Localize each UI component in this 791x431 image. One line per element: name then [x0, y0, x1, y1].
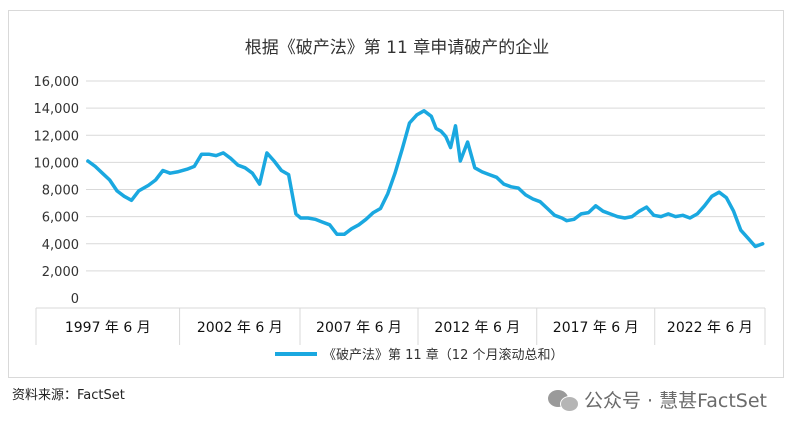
- line-chart: 根据《破产法》第 11 章申请破产的企业 0 2,000 4,000 6,000 8,00…: [34, 38, 766, 363]
- y-tick-label: 12,000: [34, 129, 80, 144]
- y-tick-label: 6,000: [42, 211, 79, 226]
- legend-label: 《破产法》第 11 章（12 个月滚动总和）: [323, 347, 563, 363]
- x-category-label: 2012 年 6 月: [434, 320, 520, 336]
- y-tick-label: 16,000: [34, 75, 80, 90]
- y-tick-label: 4,000: [42, 238, 79, 253]
- y-tick-label: 0: [71, 292, 79, 307]
- wechat-icon: [547, 388, 579, 412]
- watermark: 公众号 · 慧甚FactSet: [547, 386, 767, 413]
- x-category-label: 1997 年 6 月: [65, 320, 151, 336]
- chart-frame: 根据《破产法》第 11 章申请破产的企业 0 2,000 4,000 6,000 8,00…: [8, 10, 784, 378]
- y-tick-label: 10,000: [34, 156, 80, 171]
- chart-title: 根据《破产法》第 11 章申请破产的企业: [245, 38, 549, 58]
- y-tick-label: 8,000: [42, 184, 79, 199]
- x-category-label: 2022 年 6 月: [667, 320, 753, 336]
- source-label: 资料来源：: [12, 388, 78, 403]
- x-category-label: 2002 年 6 月: [197, 320, 283, 336]
- source-note: 资料来源：FactSet: [12, 384, 125, 403]
- y-tick-label: 14,000: [34, 102, 80, 117]
- y-tick-label: 2,000: [42, 265, 79, 280]
- x-category-label: 2007 年 6 月: [316, 320, 402, 336]
- x-category-label: 2017 年 6 月: [553, 320, 639, 336]
- source-value: FactSet: [77, 388, 125, 403]
- watermark-text: 公众号 · 慧甚FactSet: [583, 390, 767, 412]
- series-line: [86, 109, 765, 249]
